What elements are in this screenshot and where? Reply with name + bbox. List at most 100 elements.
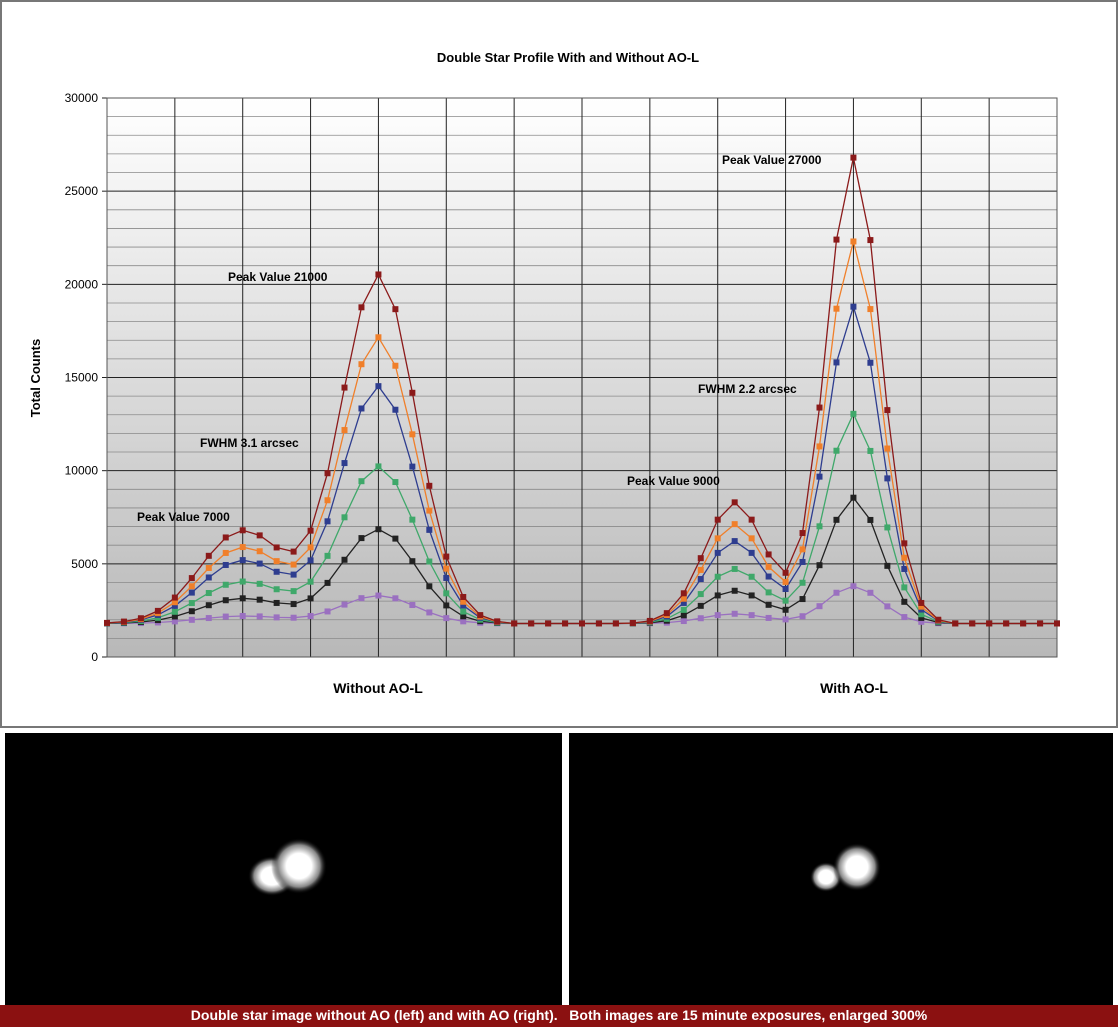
point-marker — [188, 575, 195, 582]
point-marker — [443, 602, 450, 609]
point-marker — [341, 460, 348, 467]
point-marker — [443, 553, 450, 560]
point-marker — [273, 558, 280, 565]
point-marker — [1020, 620, 1027, 627]
point-marker — [901, 598, 908, 605]
point-marker — [426, 558, 433, 565]
point-marker — [443, 565, 450, 572]
point-marker — [392, 479, 399, 486]
point-marker — [256, 580, 263, 587]
point-marker — [154, 607, 161, 614]
point-marker — [222, 561, 229, 568]
point-marker — [884, 475, 891, 482]
point-marker — [358, 595, 365, 602]
point-marker — [290, 548, 297, 555]
point-marker — [171, 594, 178, 601]
point-marker — [782, 597, 789, 604]
annotation: FWHM 2.2 arcsec — [698, 382, 797, 396]
point-marker — [816, 562, 823, 569]
point-marker — [392, 535, 399, 542]
point-marker — [731, 587, 738, 594]
point-marker — [833, 589, 840, 596]
point-marker — [901, 554, 908, 561]
point-marker — [748, 535, 755, 542]
point-marker — [392, 362, 399, 369]
point-marker — [884, 524, 891, 531]
point-marker — [799, 613, 806, 620]
point-marker — [867, 447, 874, 454]
point-marker — [545, 620, 552, 627]
point-marker — [850, 303, 857, 310]
point-marker — [511, 620, 518, 627]
point-marker — [562, 620, 569, 627]
y-tick-label: 30000 — [65, 91, 99, 105]
point-marker — [426, 609, 433, 616]
point-marker — [680, 618, 687, 625]
point-marker — [273, 568, 280, 575]
point-marker — [680, 599, 687, 606]
point-marker — [205, 574, 212, 581]
point-marker — [273, 586, 280, 593]
point-marker — [409, 602, 416, 609]
y-tick-label: 25000 — [65, 184, 99, 198]
point-marker — [579, 620, 585, 627]
point-marker — [1003, 620, 1010, 627]
point-marker — [273, 614, 280, 621]
point-marker — [205, 564, 212, 571]
point-marker — [697, 576, 704, 583]
point-marker — [409, 389, 416, 396]
point-marker — [697, 566, 704, 573]
point-marker — [341, 384, 348, 391]
annotation: Peak Value 7000 — [137, 510, 230, 524]
point-marker — [188, 583, 195, 590]
point-marker — [680, 595, 687, 602]
point-marker — [426, 507, 433, 514]
point-marker — [816, 404, 823, 411]
point-marker — [273, 544, 280, 551]
point-marker — [748, 592, 755, 599]
point-marker — [833, 447, 840, 454]
point-marker — [884, 603, 891, 610]
point-marker — [867, 589, 874, 596]
point-marker — [748, 612, 755, 619]
point-marker — [341, 427, 348, 434]
point-marker — [188, 616, 195, 623]
point-marker — [358, 405, 365, 412]
point-marker — [697, 591, 704, 598]
point-marker — [850, 494, 857, 501]
point-marker — [816, 443, 823, 450]
point-marker — [612, 620, 619, 627]
point-marker — [239, 613, 246, 620]
point-marker — [986, 620, 993, 627]
point-marker — [494, 618, 501, 625]
point-marker — [629, 619, 636, 626]
point-marker — [205, 552, 212, 559]
point-marker — [714, 549, 721, 556]
point-marker — [341, 601, 348, 608]
point-marker — [137, 615, 144, 622]
x-group-label: Without AO-L — [333, 680, 423, 696]
point-marker — [731, 521, 738, 528]
point-marker — [375, 526, 382, 533]
annotation: Peak Value 27000 — [722, 153, 822, 167]
point-marker — [901, 584, 908, 591]
point-marker — [850, 583, 857, 590]
point-marker — [833, 305, 840, 312]
point-marker — [460, 598, 467, 605]
point-marker — [901, 565, 908, 572]
x-group-label: With AO-L — [820, 680, 888, 696]
point-marker — [1054, 620, 1060, 627]
point-marker — [460, 613, 467, 620]
y-axis-label: Total Counts — [28, 339, 43, 417]
point-marker — [731, 538, 738, 545]
point-marker — [867, 516, 874, 523]
point-marker — [918, 599, 925, 606]
point-marker — [392, 406, 399, 413]
point-marker — [799, 579, 806, 586]
point-marker — [680, 606, 687, 613]
point-marker — [358, 535, 365, 542]
point-marker — [952, 620, 959, 627]
point-marker — [375, 383, 382, 390]
point-marker — [1037, 620, 1044, 627]
